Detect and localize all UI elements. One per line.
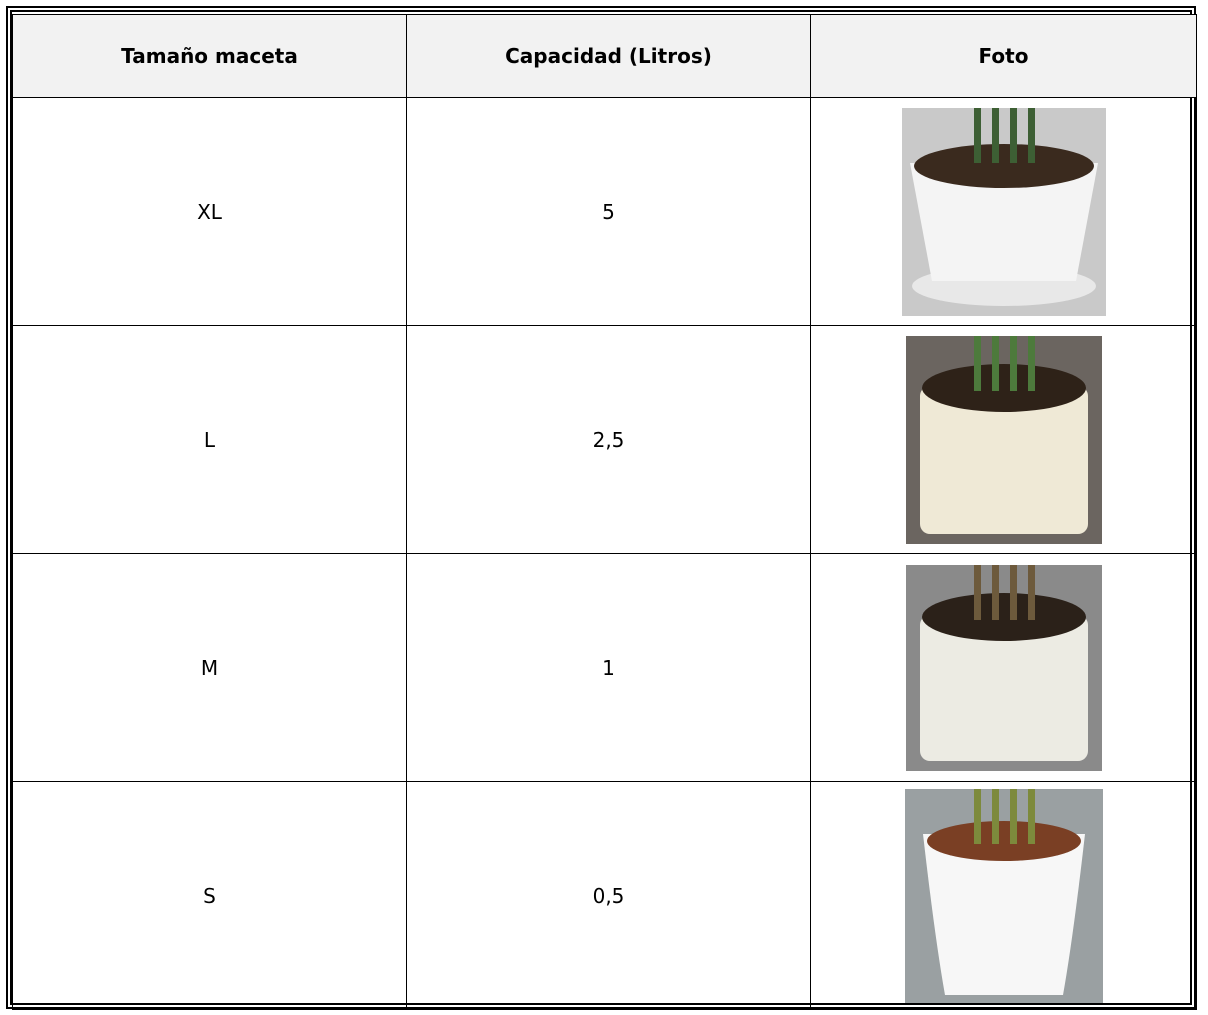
size-cell: M — [13, 554, 407, 782]
plant-stem — [1028, 565, 1035, 620]
header-cell: Tamaño maceta — [13, 15, 407, 98]
plant-stem — [992, 565, 999, 620]
soil — [922, 593, 1086, 641]
pot-photo — [905, 789, 1103, 1003]
plant-stem — [1028, 789, 1035, 844]
plant-stem — [992, 789, 999, 844]
plant-stem — [992, 108, 999, 163]
capacity-cell: 5 — [407, 98, 811, 326]
photo-cell — [811, 98, 1197, 326]
plant-stem — [1010, 565, 1017, 620]
plant-stem — [1028, 336, 1035, 391]
plant-stem — [974, 565, 981, 620]
plant-stem — [974, 789, 981, 844]
plant-stem — [1028, 108, 1035, 163]
plant-stem — [974, 336, 981, 391]
pot-photo — [902, 108, 1106, 316]
soil — [927, 821, 1081, 861]
soil — [922, 364, 1086, 412]
capacity-cell: 1 — [407, 554, 811, 782]
soil — [914, 144, 1094, 188]
plant-stem — [992, 336, 999, 391]
capacity-cell: 0,5 — [407, 782, 811, 1010]
header-cell: Foto — [811, 15, 1197, 98]
capacity-cell: 2,5 — [407, 326, 811, 554]
plant-stem — [974, 108, 981, 163]
header-cell: Capacidad (Litros) — [407, 15, 811, 98]
plant-stem — [1010, 108, 1017, 163]
plant-stem — [1010, 789, 1017, 844]
size-cell: L — [13, 326, 407, 554]
size-cell: S — [13, 782, 407, 1010]
photo-cell — [811, 326, 1197, 554]
plant-stem — [1010, 336, 1017, 391]
size-cell: XL — [13, 98, 407, 326]
page: {"table": { "header": ["Tamaño maceta", … — [0, 0, 1208, 1015]
pot-photo — [906, 336, 1102, 544]
photo-cell — [811, 782, 1197, 1010]
photo-cell — [811, 554, 1197, 782]
pot-photo — [906, 565, 1102, 771]
